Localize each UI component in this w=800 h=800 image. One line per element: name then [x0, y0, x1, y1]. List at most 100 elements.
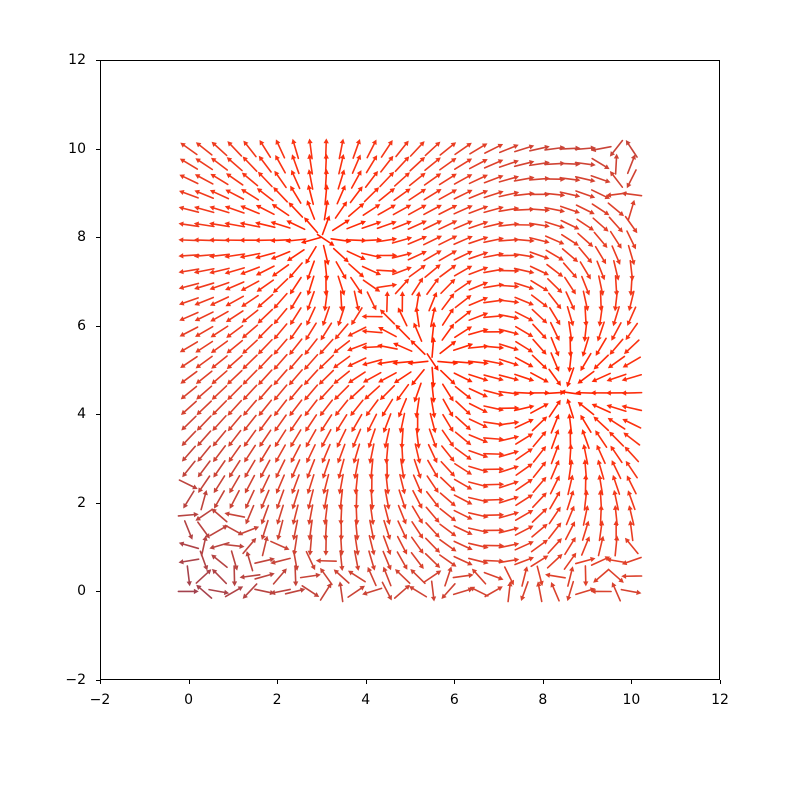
quiver-arrow-shaft [583, 291, 586, 306]
quiver-arrow-shaft [440, 145, 452, 155]
quiver-arrow-head [224, 511, 229, 516]
quiver-arrow-shaft [515, 178, 530, 181]
quiver-arrow-shaft [613, 175, 622, 187]
quiver-arrow-head [362, 314, 367, 319]
quiver-arrow-shaft [232, 551, 236, 566]
quiver-arrow-head [270, 238, 275, 243]
quiver-arrow-shaft [469, 543, 484, 547]
quiver-arrow-shaft [185, 521, 191, 535]
quiver-arrow-shaft [484, 422, 499, 424]
quiver-arrow-shaft [384, 399, 392, 412]
quiver-arrow-shaft [582, 277, 588, 291]
quiver-arrow-shaft [533, 480, 543, 492]
quiver-arrow-head [353, 490, 358, 495]
quiver-arrow-head [316, 573, 321, 578]
quiver-arrow-shaft [309, 205, 315, 219]
quiver-arrow-shaft [200, 356, 213, 365]
quiver-arrow-shaft [516, 342, 529, 350]
quiver-arrow-shaft [412, 506, 420, 519]
y-tick [96, 149, 100, 150]
quiver-arrow-shaft [292, 324, 301, 337]
quiver-arrow-shaft [324, 445, 330, 459]
quiver-arrow-head [179, 285, 184, 290]
quiver-arrow-head [209, 206, 214, 211]
quiver-arrow-shaft [395, 588, 407, 598]
quiver-arrow-head [194, 285, 199, 290]
quiver-arrow-shaft [531, 373, 545, 380]
quiver-arrow-shaft [308, 445, 315, 459]
quiver-arrow-shaft [292, 206, 303, 217]
quiver-arrow-head [369, 474, 374, 479]
quiver-arrow-head [255, 238, 260, 243]
quiver-arrow-head [407, 252, 412, 257]
quiver-arrow-shaft [278, 445, 286, 459]
y-tick-label: 12 [68, 52, 86, 68]
quiver-arrow-shaft [534, 450, 544, 462]
quiver-arrow-shaft [275, 558, 290, 562]
quiver-arrow-head [338, 505, 343, 510]
quiver-arrow-head [203, 490, 208, 495]
quiver-arrow-shaft [409, 191, 422, 200]
quiver-arrow-head [354, 520, 359, 525]
quiver-arrow-head [324, 138, 329, 143]
quiver-arrow-shaft [262, 430, 271, 443]
quiver-arrow-head [239, 544, 244, 549]
quiver-arrow-shaft [410, 160, 421, 171]
quiver-arrow-shaft [413, 589, 426, 597]
quiver-arrow-head [590, 178, 595, 183]
quiver-arrow-shaft [484, 573, 499, 578]
quiver-arrow-shaft [261, 355, 272, 366]
quiver-arrow-shaft [278, 490, 283, 505]
quiver-arrow-head [385, 291, 390, 296]
quiver-arrow-shaft [469, 374, 484, 379]
quiver-arrow-shaft [567, 307, 571, 322]
quiver-arrow-shaft [353, 144, 358, 159]
quiver-arrow-shaft [455, 146, 468, 155]
quiver-arrow-head [179, 206, 184, 211]
quiver-arrow-shaft [294, 505, 298, 520]
quiver-arrow-shaft [216, 491, 224, 504]
quiver-arrow-shaft [629, 480, 636, 494]
quiver-arrow-head [399, 444, 404, 449]
quiver-arrow-head [483, 514, 488, 519]
quiver-arrow-shaft [484, 375, 499, 379]
quiver-arrow-shaft [363, 207, 376, 215]
quiver-arrow-shaft [261, 175, 272, 186]
quiver-arrow-shaft [366, 175, 375, 187]
quiver-arrow-shaft [627, 357, 640, 365]
quiver-arrow-shaft [566, 526, 573, 540]
quiver-arrow-shaft [202, 540, 205, 555]
quiver-arrow-shaft [548, 542, 558, 553]
quiver-arrow-head [400, 291, 405, 296]
quiver-arrow-shaft [469, 389, 483, 396]
quiver-arrow-shaft [454, 541, 468, 548]
quiver-arrow-head [179, 269, 184, 274]
quiver-arrow-shaft [184, 177, 198, 184]
quiver-arrow-shaft [183, 559, 198, 562]
quiver-arrow-shaft [424, 238, 438, 245]
quiver-arrow-shaft [412, 361, 427, 363]
quiver-arrow-shaft [454, 207, 468, 213]
quiver-arrow-shaft [276, 265, 289, 274]
quiver-arrow-head [514, 315, 519, 320]
quiver-arrow-shaft [629, 170, 636, 184]
quiver-arrow-shaft [628, 340, 639, 351]
quiver-arrow-shaft [576, 560, 591, 564]
quiver-arrow-shaft [246, 400, 256, 412]
quiver-arrow-shaft [439, 207, 453, 214]
quiver-arrow-shaft [429, 445, 436, 459]
quiver-arrow-shaft [568, 571, 572, 586]
quiver-arrow-shaft [455, 313, 467, 323]
quiver-arrow-shaft [383, 313, 394, 324]
quiver-arrow-shaft [533, 496, 544, 507]
quiver-arrow-shaft [274, 572, 284, 584]
x-tick [720, 680, 721, 684]
quiver-arrow-shaft [260, 224, 275, 228]
quiver-arrow-shaft [214, 208, 229, 213]
quiver-arrow-shaft [200, 145, 212, 155]
quiver-arrow-shaft [469, 347, 484, 349]
quiver-arrow-shaft [362, 253, 377, 256]
quiver-arrow-shaft [551, 338, 557, 352]
quiver-arrow-shaft [550, 308, 558, 321]
quiver-arrow-shaft [484, 270, 499, 273]
